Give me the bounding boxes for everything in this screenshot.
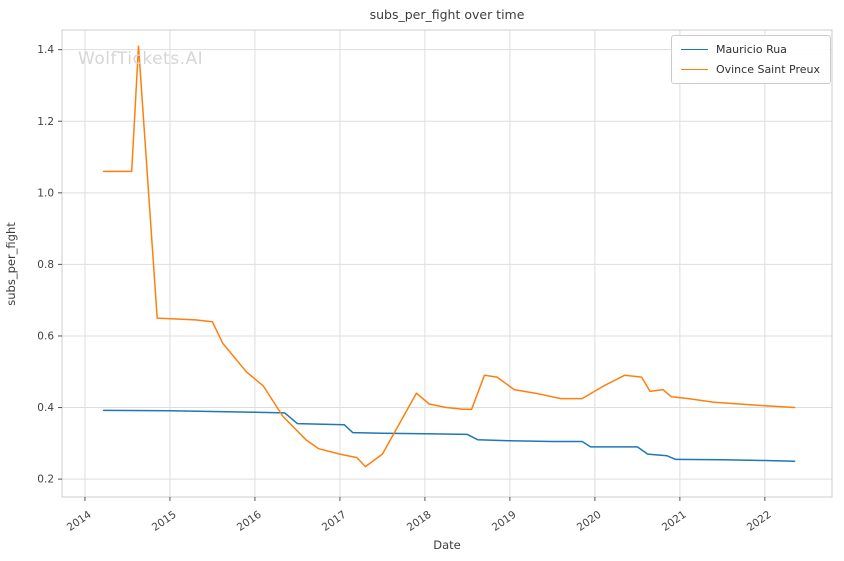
chart-title: subs_per_fight over time bbox=[370, 7, 525, 22]
legend-label: Mauricio Rua bbox=[715, 43, 787, 56]
x-tick-label: 2016 bbox=[235, 508, 264, 533]
legend: Mauricio Rua Ovince Saint Preux bbox=[670, 35, 831, 84]
x-tick-label: 2017 bbox=[320, 509, 349, 534]
x-tick-label: 2014 bbox=[65, 508, 94, 533]
y-tick-label: 0.4 bbox=[37, 402, 54, 414]
x-tick-label: 2019 bbox=[490, 509, 519, 534]
legend-entry-ovince-saint-preux: Ovince Saint Preux bbox=[680, 63, 820, 76]
series-layer bbox=[102, 45, 796, 468]
grid-layer bbox=[62, 30, 832, 497]
legend-label: Ovince Saint Preux bbox=[715, 63, 820, 76]
legend-entry-mauricio-rua: Mauricio Rua bbox=[680, 43, 820, 56]
y-tick-label: 0.8 bbox=[37, 259, 54, 271]
y-tick-label: 1.2 bbox=[37, 116, 54, 128]
watermark: WolfTickets.AI bbox=[78, 49, 203, 69]
x-tick-label: 2022 bbox=[745, 509, 774, 534]
y-axis-label: subs_per_fight bbox=[4, 222, 18, 306]
x-tick-label: 2020 bbox=[575, 509, 604, 534]
legend-line-sample bbox=[680, 69, 708, 70]
series-line-mauricio-rua bbox=[102, 409, 796, 462]
axis-layer: 2014 2015 2016 2017 2018 2019 2020 2021 2022 0.2 0… bbox=[37, 29, 833, 534]
y-tick-label: 1.4 bbox=[37, 44, 54, 56]
x-tick-label: 2015 bbox=[150, 509, 179, 534]
x-tick-label: 2018 bbox=[405, 509, 434, 534]
plot-border bbox=[61, 29, 833, 498]
legend-line-sample bbox=[680, 49, 708, 50]
y-tick-label: 0.2 bbox=[37, 474, 54, 486]
y-tick-label: 0.6 bbox=[37, 330, 54, 342]
series-line-ovince-saint-preux bbox=[102, 45, 796, 468]
x-axis-label: Date bbox=[433, 538, 461, 552]
x-tick-label: 2021 bbox=[660, 509, 689, 534]
y-tick-label: 1.0 bbox=[37, 187, 54, 199]
